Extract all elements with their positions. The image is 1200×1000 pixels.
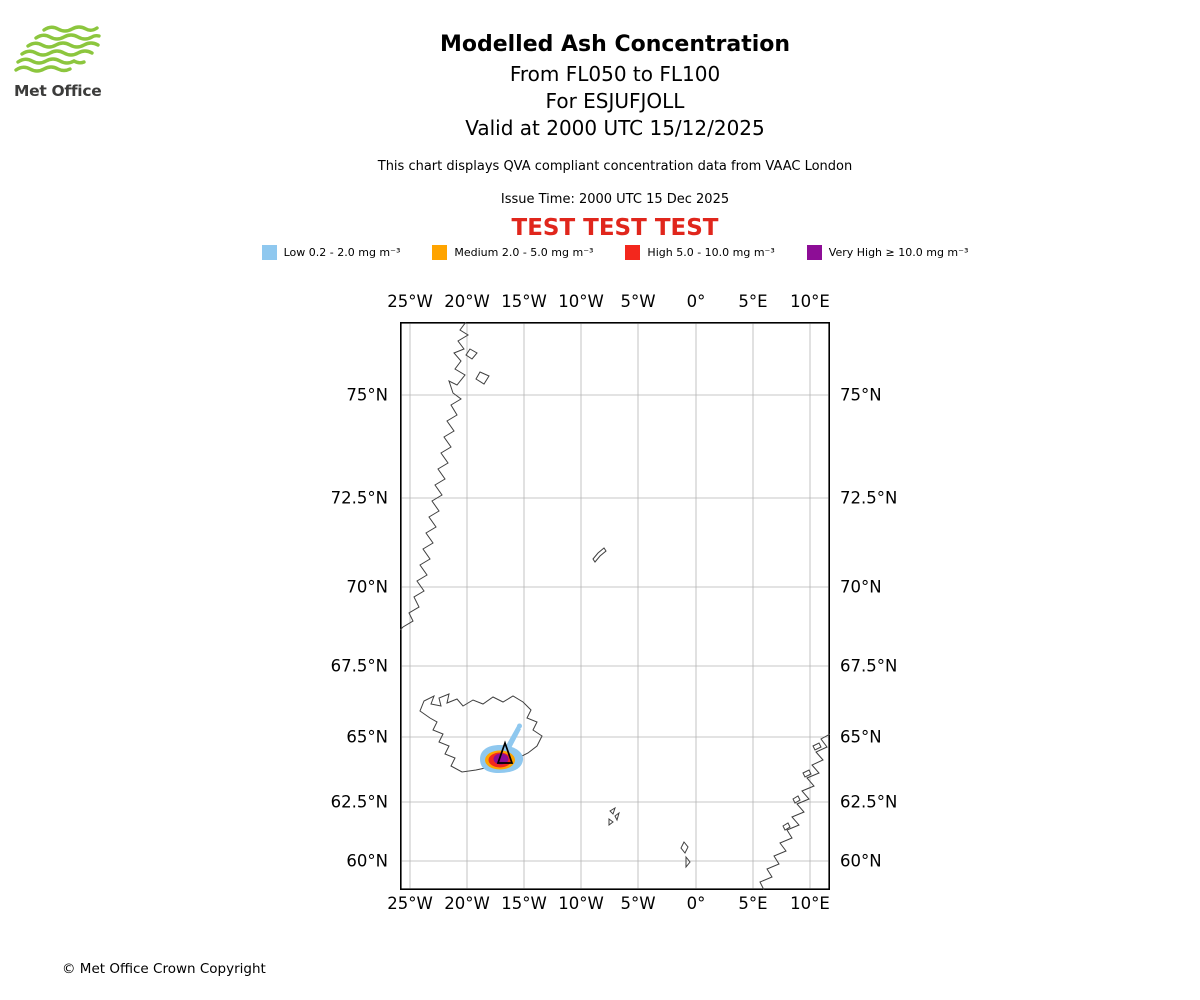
lon-label-top-3: 10°W: [558, 292, 604, 311]
legend-swatch-medium: [432, 245, 448, 260]
ash-dot-low: [517, 723, 522, 729]
lat-label-right-6: 60°N: [840, 851, 882, 871]
legend-label-low: Low 0.2 - 2.0 mg m⁻³: [283, 246, 401, 259]
legend-label-very-high: Very High ≥ 10.0 mg m⁻³: [828, 246, 969, 259]
map-frame: [400, 322, 830, 890]
lon-label-top-4: 5°W: [620, 292, 656, 311]
coastlines: [400, 322, 830, 890]
lat-label-left-3: 67.5°N: [330, 656, 388, 676]
lon-label-bottom-2: 15°W: [501, 894, 547, 913]
met-office-logo-text: Met Office: [14, 82, 102, 100]
legend-swatch-high: [625, 245, 641, 260]
met-office-logo: Met Office: [14, 24, 114, 100]
volcano-marker: [496, 740, 514, 764]
lon-label-bottom-3: 10°W: [558, 894, 604, 913]
lat-label-left-0: 75°N: [346, 385, 388, 405]
lat-label-left-1: 72.5°N: [330, 488, 388, 508]
subtitle-volcano: For ESJUFJOLL: [545, 89, 685, 113]
lat-label-right-4: 65°N: [840, 727, 882, 747]
legend-item-very-high: Very High ≥ 10.0 mg m⁻³: [806, 245, 969, 260]
lat-label-left-6: 60°N: [346, 851, 388, 871]
greenland-coastline: [400, 322, 469, 631]
lon-label-bottom-4: 5°W: [620, 894, 656, 913]
shetland-islands: [680, 841, 691, 869]
met-office-logo-waves: [14, 25, 101, 73]
ash-plume: [480, 723, 524, 773]
lon-label-bottom-6: 5°E: [738, 894, 768, 913]
iceland-coastline: [419, 693, 543, 773]
test-banner: TEST TEST TEST: [511, 215, 719, 241]
lon-label-top-5: 0°: [686, 292, 706, 311]
title-block: Modelled Ash Concentration From FL050 to…: [30, 32, 1200, 142]
legend-swatch-low: [261, 245, 277, 260]
lon-label-top-1: 20°W: [444, 292, 490, 311]
lon-label-bottom-5: 0°: [686, 894, 706, 913]
legend-swatch-very-high: [806, 245, 822, 260]
faroe-islands: [608, 806, 620, 826]
subtitle-flight-levels: From FL050 to FL100: [509, 62, 721, 86]
lon-label-bottom-1: 20°W: [444, 894, 490, 913]
lat-label-left-2: 70°N: [346, 577, 388, 597]
concentration-legend: Low 0.2 - 2.0 mg m⁻³ Medium 2.0 - 5.0 mg…: [30, 245, 1200, 260]
subtitle-valid-time: Valid at 2000 UTC 15/12/2025: [465, 116, 765, 140]
lat-label-left-4: 65°N: [346, 727, 388, 747]
lat-label-right-1: 72.5°N: [840, 488, 898, 508]
legend-item-low: Low 0.2 - 2.0 mg m⁻³: [261, 245, 401, 260]
greenland-offshore-islands: [465, 348, 490, 385]
lon-label-top-7: 10°E: [790, 292, 830, 311]
legend-item-medium: Medium 2.0 - 5.0 mg m⁻³: [432, 245, 593, 260]
ash-concentration-map: [400, 322, 830, 890]
lat-label-right-0: 75°N: [840, 385, 882, 405]
lon-label-top-0: 25°W: [387, 292, 433, 311]
lon-label-bottom-7: 10°E: [790, 894, 830, 913]
lon-label-top-2: 15°W: [501, 292, 547, 311]
legend-label-high: High 5.0 - 10.0 mg m⁻³: [647, 246, 775, 259]
legend-item-high: High 5.0 - 10.0 mg m⁻³: [625, 245, 775, 260]
lat-label-right-3: 67.5°N: [840, 656, 898, 676]
lon-label-bottom-0: 25°W: [387, 894, 433, 913]
lat-label-right-5: 62.5°N: [840, 792, 898, 812]
jan-mayen-island: [592, 547, 607, 563]
norway-offshore-islands: [782, 742, 822, 831]
lat-label-left-5: 62.5°N: [330, 792, 388, 812]
lon-label-top-6: 5°E: [738, 292, 768, 311]
ash-contour-very-high: [493, 753, 509, 765]
qva-compliance-note: This chart displays QVA compliant concen…: [377, 159, 853, 174]
page-title: Modelled Ash Concentration: [439, 32, 791, 57]
legend-label-medium: Medium 2.0 - 5.0 mg m⁻³: [454, 246, 594, 259]
norway-coastline: [759, 733, 830, 890]
lat-label-right-2: 70°N: [840, 577, 882, 597]
grid-lines: [401, 323, 829, 889]
issue-time: Issue Time: 2000 UTC 15 Dec 2025: [500, 192, 730, 207]
copyright-notice: © Met Office Crown Copyright: [62, 961, 266, 977]
